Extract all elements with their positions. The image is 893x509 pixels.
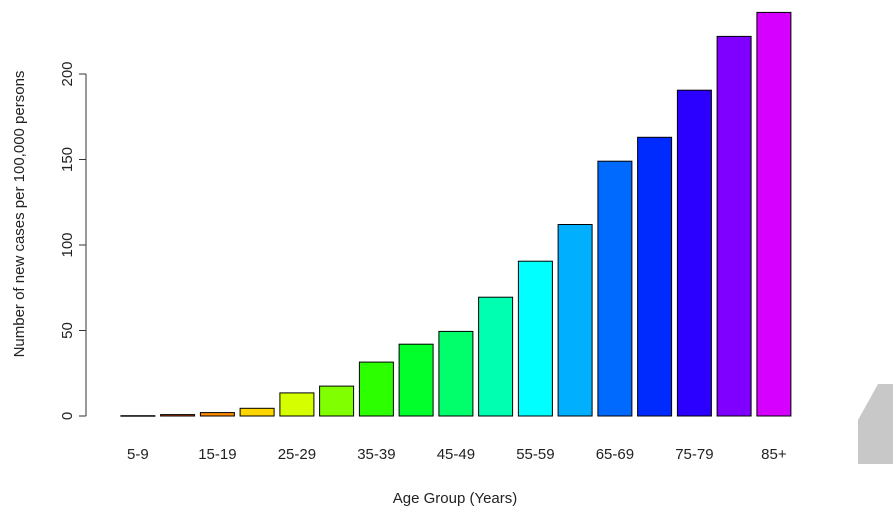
x-tick-label: 65-69 bbox=[596, 446, 634, 463]
x-tick-label: 5-9 bbox=[127, 446, 149, 463]
bar-65-69 bbox=[597, 160, 633, 417]
page-curl-shape bbox=[858, 384, 893, 464]
y-tick-label: 0 bbox=[59, 412, 76, 420]
bar-5-9 bbox=[120, 415, 156, 417]
bar-75-79 bbox=[676, 89, 712, 417]
bar-15-19 bbox=[199, 412, 235, 417]
x-tick-label: 35-39 bbox=[357, 446, 395, 463]
y-tick-label: 50 bbox=[59, 322, 76, 339]
bar-25-29 bbox=[279, 392, 315, 417]
bar-45-49 bbox=[438, 330, 474, 417]
x-tick-label: 85+ bbox=[761, 446, 787, 463]
x-axis-ticks: 5-9 15-19 25-29 35-39 45-49 55-59 65-69 75-79 85… bbox=[127, 446, 787, 463]
x-tick-label: 75-79 bbox=[675, 446, 713, 463]
bar-80-84 bbox=[716, 35, 752, 417]
y-tick-label: 100 bbox=[59, 232, 76, 257]
y-axis-title: Number of new cases per 100,000 persons bbox=[11, 71, 28, 358]
bars-group bbox=[120, 11, 792, 417]
x-axis-title: Age Group (Years) bbox=[393, 490, 518, 507]
y-tick-label: 150 bbox=[59, 147, 76, 172]
x-tick-label: 15-19 bbox=[198, 446, 236, 463]
bar-35-39 bbox=[358, 361, 394, 417]
x-tick-label: 25-29 bbox=[278, 446, 316, 463]
x-tick-label: 45-49 bbox=[437, 446, 475, 463]
bar-40-44 bbox=[398, 343, 434, 417]
bar-50-54 bbox=[478, 296, 514, 417]
bar-70-74 bbox=[637, 136, 673, 417]
y-tick-label: 200 bbox=[59, 61, 76, 86]
bar-30-34 bbox=[319, 385, 355, 417]
bar-10-14 bbox=[160, 414, 196, 417]
x-tick-label: 55-59 bbox=[516, 446, 554, 463]
y-axis: 0 50 100 150 200 bbox=[59, 61, 87, 420]
bar-55-59 bbox=[517, 260, 553, 417]
bar-20-24 bbox=[239, 407, 275, 417]
bar-60-64 bbox=[557, 224, 593, 417]
bar-85+ bbox=[756, 11, 792, 417]
